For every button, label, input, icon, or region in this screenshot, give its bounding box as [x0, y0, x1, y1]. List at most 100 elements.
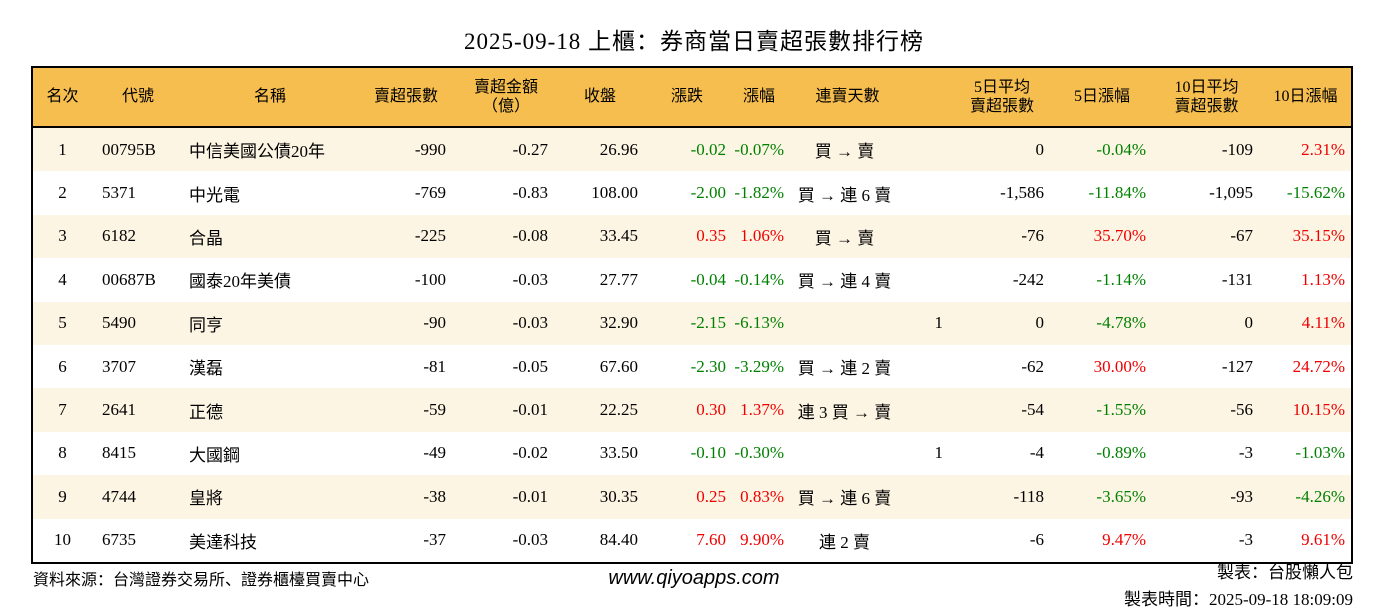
cell-rank: 8 [58, 443, 67, 463]
cell-sell_volume: -49 [423, 443, 446, 463]
cell-pct5: -3.65% [1096, 486, 1146, 506]
cell-change: -2.00 [690, 183, 726, 203]
cell-streak: 1 [934, 443, 944, 463]
cell-sell_volume: -100 [414, 269, 446, 289]
column-header-label: 連賣天數 [815, 88, 880, 106]
cell-streak: 連 3 買 → 賣 [797, 402, 892, 422]
cell-close: 27.77 [599, 269, 638, 289]
table-row: 8 8415 大國鋼 -49 -0.02 33.50 -0.10 -0.30% 1 -4 -0.89… [32, 431, 1352, 476]
column-header-label: 5日平均 [973, 78, 1030, 96]
cell-avg10: -109 [1221, 139, 1253, 159]
column-header-name: 名稱 [184, 67, 356, 128]
cell-pct10: 24.72% [1292, 356, 1345, 376]
cell-avg10: -3 [1238, 530, 1253, 550]
cell-sell_volume: -990 [414, 139, 446, 159]
cell-change: 0.25 [696, 486, 726, 506]
cell-sell_volume: -37 [423, 530, 446, 550]
cell-streak: 買 → 連 6 賣 [797, 489, 892, 509]
column-header-pct5: 5日漲幅 [1051, 67, 1153, 128]
cell-change: -2.15 [690, 313, 726, 333]
column-header-label: （億） [481, 98, 530, 115]
cell-code: 6735 [102, 530, 136, 550]
cell-close: 30.35 [599, 486, 638, 506]
cell-pct5: -0.04% [1096, 139, 1146, 159]
cell-streak: 買 → 賣 [814, 228, 875, 248]
cell-close: 108.00 [591, 183, 638, 203]
cell-change: -0.02 [690, 139, 726, 159]
cell-name: 漢磊 [189, 359, 223, 379]
cell-streak: 買 → 連 2 賣 [797, 359, 892, 379]
cell-name: 合晶 [189, 228, 223, 248]
column-header-label: 賣超張數 [1174, 98, 1239, 115]
cell-sell_volume: -38 [423, 486, 446, 506]
cell-code: 00795B [102, 139, 156, 159]
cell-change_pct: -3.29% [734, 356, 784, 376]
cell-sell_amount: -0.05 [512, 356, 548, 376]
cell-sell_volume: -225 [414, 226, 446, 246]
table-row: 9 4744 皇將 -38 -0.01 30.35 0.25 0.83% 買 → 連 6 賣 -1… [32, 475, 1352, 519]
cell-avg10: -93 [1230, 486, 1253, 506]
column-header-streak: 連賣天數 [788, 67, 953, 128]
column-header-label: 代號 [121, 88, 154, 106]
cell-close: 67.60 [599, 356, 638, 376]
column-header-pct10: 10日漲幅 [1260, 67, 1352, 128]
cell-pct10: -1.03% [1295, 443, 1345, 463]
cell-change: -0.04 [690, 269, 726, 289]
cell-sell_amount: -0.27 [512, 139, 548, 159]
cell-change_pct: -0.07% [734, 139, 784, 159]
column-header-rank: 名次 [32, 67, 92, 128]
cell-avg5: -54 [1021, 400, 1044, 420]
cell-change_pct: -0.14% [734, 269, 784, 289]
column-header-code: 代號 [92, 67, 184, 128]
cell-sell_amount: -0.03 [512, 313, 548, 333]
cell-avg5: -4 [1029, 443, 1044, 463]
cell-code: 6182 [102, 226, 136, 246]
cell-rank: 10 [54, 530, 71, 550]
cell-pct10: 10.15% [1292, 400, 1345, 420]
table-row: 7 2641 正德 -59 -0.01 22.25 0.30 1.37% 連 3 買 → 賣 -5… [32, 388, 1352, 432]
column-header-label: 名稱 [253, 88, 286, 106]
website-url: www.qiyoapps.com [608, 567, 780, 589]
cell-name: 大國鋼 [189, 445, 240, 465]
cell-avg5: -6 [1029, 530, 1044, 550]
cell-avg5: -242 [1012, 269, 1044, 289]
cell-rank: 6 [58, 356, 67, 376]
cell-change_pct: -1.82% [734, 183, 784, 203]
column-header-label: 賣超張數 [969, 98, 1034, 115]
cell-sell_amount: -0.03 [512, 269, 548, 289]
cell-avg10: -3 [1238, 443, 1253, 463]
column-header-change: 漲跌 [644, 67, 730, 128]
cell-pct10: -15.62% [1286, 183, 1345, 203]
table-row: 3 6182 合晶 -225 -0.08 33.45 0.35 1.06% 買 → 賣 -76 35… [32, 214, 1352, 259]
cell-avg5: -1,586 [1000, 183, 1044, 203]
cell-avg10: -127 [1221, 356, 1253, 376]
cell-code: 5371 [102, 183, 136, 203]
cell-change: 7.60 [696, 530, 726, 550]
cell-sell_amount: -0.03 [512, 530, 548, 550]
cell-rank: 1 [58, 139, 67, 159]
cell-name: 中信美國公債20年 [189, 142, 325, 162]
cell-sell_amount: -0.02 [512, 443, 548, 463]
cell-sell_volume: -90 [423, 313, 446, 333]
cell-rank: 3 [58, 226, 67, 246]
cell-rank: 5 [58, 313, 67, 333]
column-header-label: 10日平均 [1174, 78, 1239, 96]
cell-change: 0.35 [696, 226, 726, 246]
cell-sell_volume: -81 [423, 356, 446, 376]
cell-pct10: 2.31% [1301, 139, 1345, 159]
cell-sell_amount: -0.83 [512, 183, 548, 203]
page-title: 2025-09-18 上櫃：券商當日賣超張數排行榜 [463, 29, 925, 54]
cell-sell_volume: -769 [414, 183, 446, 203]
column-header-avg10: 10日平均賣超張數 [1153, 67, 1260, 128]
cell-pct10: 4.11% [1301, 313, 1345, 333]
cell-code: 5490 [102, 313, 136, 333]
cell-code: 3707 [102, 356, 136, 376]
table-row: 2 5371 中光電 -769 -0.83 108.00 -2.00 -1.82% 買 → 連 … [32, 171, 1352, 215]
cell-name: 皇將 [189, 489, 223, 509]
cell-close: 33.45 [599, 226, 638, 246]
cell-code: 4744 [102, 486, 136, 506]
cell-code: 2641 [102, 400, 136, 420]
cell-pct5: -0.89% [1096, 443, 1146, 463]
cell-close: 32.90 [599, 313, 638, 333]
column-header-change_pct: 漲幅 [730, 67, 788, 128]
